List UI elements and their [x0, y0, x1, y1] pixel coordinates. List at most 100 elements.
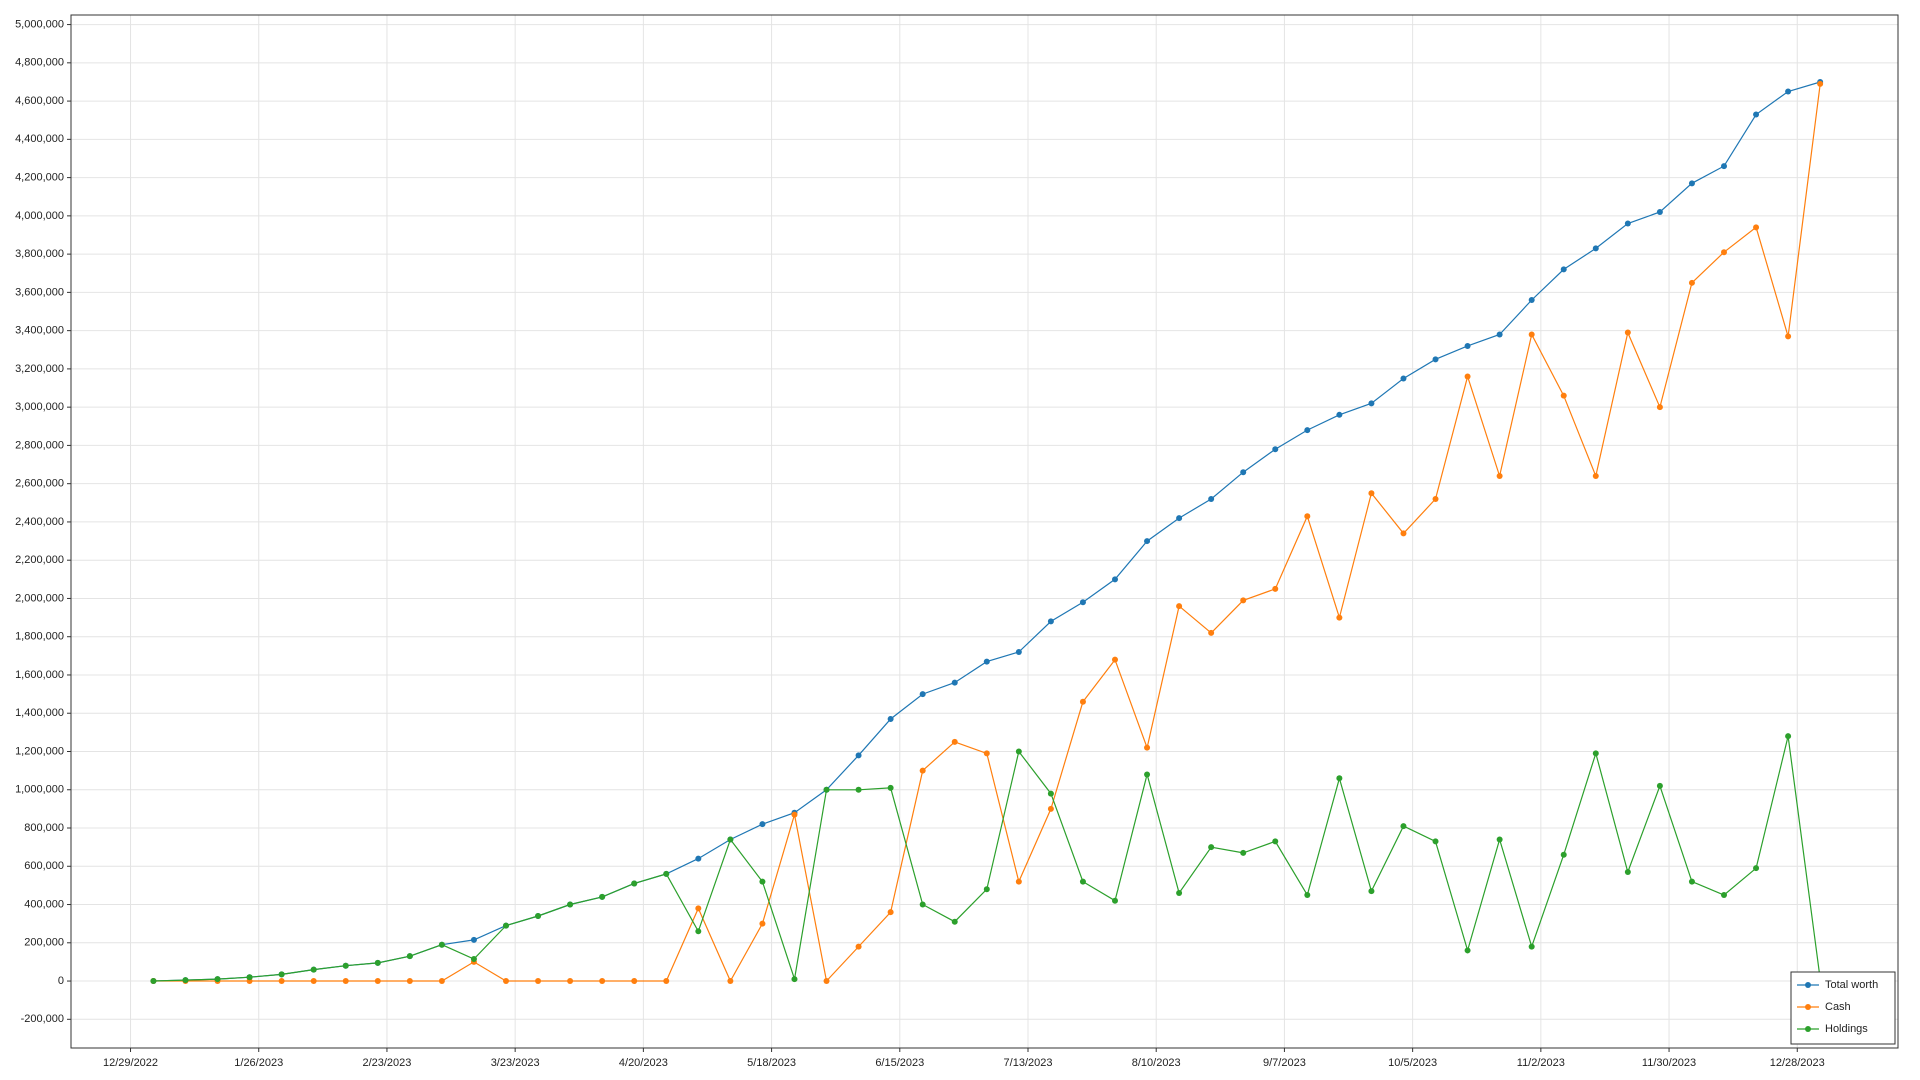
data-point	[1272, 838, 1279, 845]
x-tick-label: 1/26/2023	[234, 1057, 283, 1069]
data-point	[1785, 733, 1792, 740]
data-point	[791, 811, 798, 818]
y-tick-label: 3,800,000	[15, 248, 64, 260]
data-point	[1624, 869, 1631, 876]
data-point	[727, 978, 734, 985]
data-point	[695, 905, 702, 912]
legend: Total worth Cash Holdings	[1790, 971, 1896, 1045]
data-point	[150, 978, 157, 985]
y-tick-label: 2,400,000	[15, 516, 64, 528]
data-point	[1240, 849, 1247, 856]
data-point	[1688, 878, 1695, 885]
data-point	[438, 941, 445, 948]
y-tick-label: 200,000	[24, 937, 64, 949]
data-point	[663, 978, 670, 985]
data-point	[1560, 266, 1567, 273]
data-point	[1753, 111, 1760, 118]
x-tick-label: 11/2/2023	[1517, 1057, 1565, 1069]
data-point	[951, 738, 958, 745]
data-point	[1496, 473, 1503, 480]
series-line	[153, 736, 1821, 982]
y-tick-label: 1,200,000	[15, 745, 64, 757]
plot-frame	[70, 14, 1899, 1049]
data-point	[406, 978, 413, 985]
data-point	[1721, 163, 1727, 170]
data-point	[1753, 865, 1760, 872]
y-tick-label: 1,000,000	[15, 784, 64, 796]
data-point	[1272, 446, 1279, 453]
data-point	[727, 836, 734, 843]
x-tick-label: 3/23/2023	[491, 1057, 540, 1069]
y-tick-label: 800,000	[24, 822, 64, 834]
data-point	[887, 909, 894, 916]
data-point	[1400, 823, 1407, 830]
x-tick-label: 8/10/2023	[1132, 1057, 1181, 1069]
data-point	[599, 893, 606, 900]
y-tick-label: 1,800,000	[15, 631, 64, 643]
data-point	[1304, 427, 1311, 434]
data-point	[470, 936, 477, 943]
data-point	[182, 977, 189, 984]
data-point	[214, 976, 221, 983]
y-tick-label: 2,600,000	[15, 478, 64, 490]
data-point	[1721, 249, 1727, 256]
data-point	[1112, 576, 1118, 583]
x-tick-label: 7/13/2023	[1004, 1057, 1053, 1069]
series-line	[153, 83, 1821, 983]
data-point	[1047, 618, 1054, 625]
y-tick-label: 4,800,000	[15, 57, 64, 69]
data-point	[1592, 473, 1599, 480]
x-tick-label: 10/5/2023	[1388, 1057, 1437, 1069]
data-point	[1528, 331, 1535, 338]
data-point	[342, 962, 349, 969]
data-point	[1304, 513, 1311, 520]
data-point	[1464, 373, 1471, 380]
x-tick-label: 4/20/2023	[619, 1057, 668, 1069]
x-tick-label: 12/29/2022	[103, 1057, 158, 1069]
data-point	[1208, 495, 1215, 502]
legend-swatch	[1805, 982, 1811, 988]
data-point	[1817, 80, 1824, 87]
y-tick-label: 600,000	[24, 860, 64, 872]
data-point	[1047, 790, 1054, 797]
data-point	[1079, 698, 1086, 705]
grid: -200,000 0 200,000 400,000 600,000 800,000 1,0…	[15, 15, 1898, 1069]
data-point	[1624, 220, 1631, 227]
data-point	[567, 978, 574, 985]
data-point	[1624, 329, 1631, 336]
data-point	[503, 978, 509, 985]
data-point	[1176, 603, 1183, 610]
data-point	[1785, 88, 1792, 95]
y-tick-label: 4,400,000	[15, 133, 64, 145]
data-point	[1432, 356, 1439, 363]
data-point	[1432, 838, 1439, 845]
y-tick-label: 3,400,000	[15, 325, 64, 337]
data-point	[1272, 585, 1279, 592]
data-point	[1112, 656, 1118, 663]
data-point	[535, 913, 542, 920]
data-point	[1079, 878, 1086, 885]
data-point	[1240, 469, 1247, 476]
data-point	[1144, 771, 1151, 778]
data-point	[983, 658, 990, 665]
data-point	[1464, 947, 1471, 954]
data-point	[695, 855, 702, 862]
data-point	[1079, 599, 1086, 606]
data-point	[1656, 209, 1663, 216]
data-point	[1496, 836, 1503, 843]
x-tick-label: 5/18/2023	[747, 1057, 796, 1069]
data-point	[951, 679, 958, 686]
data-point	[855, 786, 862, 793]
data-point	[470, 956, 477, 963]
data-point	[438, 978, 445, 985]
data-point	[887, 784, 894, 791]
data-point	[1721, 891, 1727, 898]
data-point	[1336, 614, 1343, 621]
legend-label: Total worth	[1825, 979, 1878, 991]
data-point	[791, 976, 798, 983]
y-tick-label: 4,200,000	[15, 172, 64, 184]
data-point	[1368, 888, 1375, 895]
data-point	[1176, 515, 1183, 522]
